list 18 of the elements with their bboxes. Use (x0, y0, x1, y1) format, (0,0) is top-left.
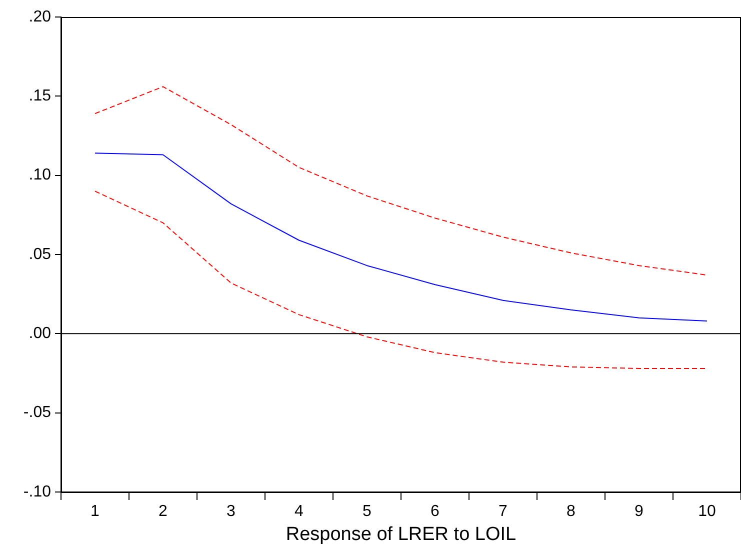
y-tick-label: -.05 (23, 404, 52, 422)
x-tick-label: 2 (158, 503, 168, 520)
x-tick-label: 4 (294, 503, 304, 520)
x-tick-label: 6 (430, 503, 440, 520)
x-tick-label: 7 (498, 503, 508, 520)
x-tick-label: 8 (566, 503, 576, 520)
y-tick-label: -.10 (23, 483, 52, 500)
x-tick-label: 1 (90, 503, 100, 520)
y-tick-label: .10 (28, 166, 52, 184)
y-tick-label: .05 (28, 246, 52, 263)
y-tick-label: .15 (28, 88, 52, 105)
x-tick-label: 9 (634, 503, 644, 520)
y-tick-label: .20 (28, 8, 52, 26)
y-tick-label: .00 (28, 325, 52, 342)
x-axis-title: Response of LRER to LOIL (286, 524, 516, 545)
x-tick-label: 5 (362, 503, 372, 520)
x-tick-label: 3 (226, 503, 236, 520)
x-tick-label: 10 (698, 503, 716, 520)
